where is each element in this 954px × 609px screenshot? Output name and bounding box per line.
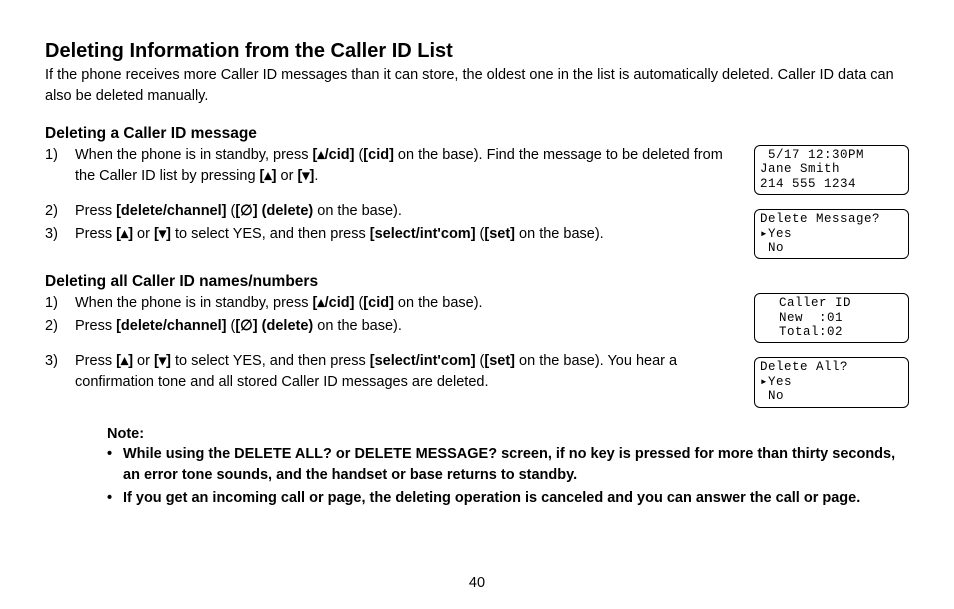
section-a-heading: Deleting a Caller ID message: [45, 125, 909, 143]
section-a-steps: When the phone is in standby, press [▴/c…: [45, 145, 742, 245]
section-a-step-1: When the phone is in standby, press [▴/c…: [45, 145, 742, 187]
intro-paragraph: If the phone receives more Caller ID mes…: [45, 65, 909, 107]
section-b-heading: Deleting all Caller ID names/numbers: [45, 273, 909, 291]
section-a-step-3: Press [▴] or [▾] to select YES, and then…: [45, 224, 742, 245]
section-b-steps: When the phone is in standby, press [▴/c…: [45, 293, 742, 393]
page-number: 40: [0, 575, 954, 591]
lcd-screen-caller-id-summary: Caller ID New :01 Total:02: [754, 293, 909, 343]
section-b-step-3: Press [▴] or [▾] to select YES, and then…: [45, 351, 742, 393]
lcd-screen-delete-all: Delete All? ▸Yes No: [754, 357, 909, 407]
lcd-screen-caller-entry: 5/17 12:30PM Jane Smith 214 555 1234: [754, 145, 909, 195]
page-title: Deleting Information from the Caller ID …: [45, 40, 909, 63]
section-b-step-1: When the phone is in standby, press [▴/c…: [45, 293, 742, 314]
note-bullet-2: If you get an incoming call or page, the…: [107, 488, 909, 509]
section-b-step-2: Press [delete/channel] ([∅] (delete) on …: [45, 316, 742, 337]
section-a-step-2: Press [delete/channel] ([∅] (delete) on …: [45, 201, 742, 222]
note-heading: Note:: [107, 426, 909, 442]
lcd-screen-delete-message: Delete Message? ▸Yes No: [754, 209, 909, 259]
note-block: Note: While using the DELETE ALL? or DEL…: [107, 426, 909, 509]
note-bullet-1: While using the DELETE ALL? or DELETE ME…: [107, 444, 909, 486]
